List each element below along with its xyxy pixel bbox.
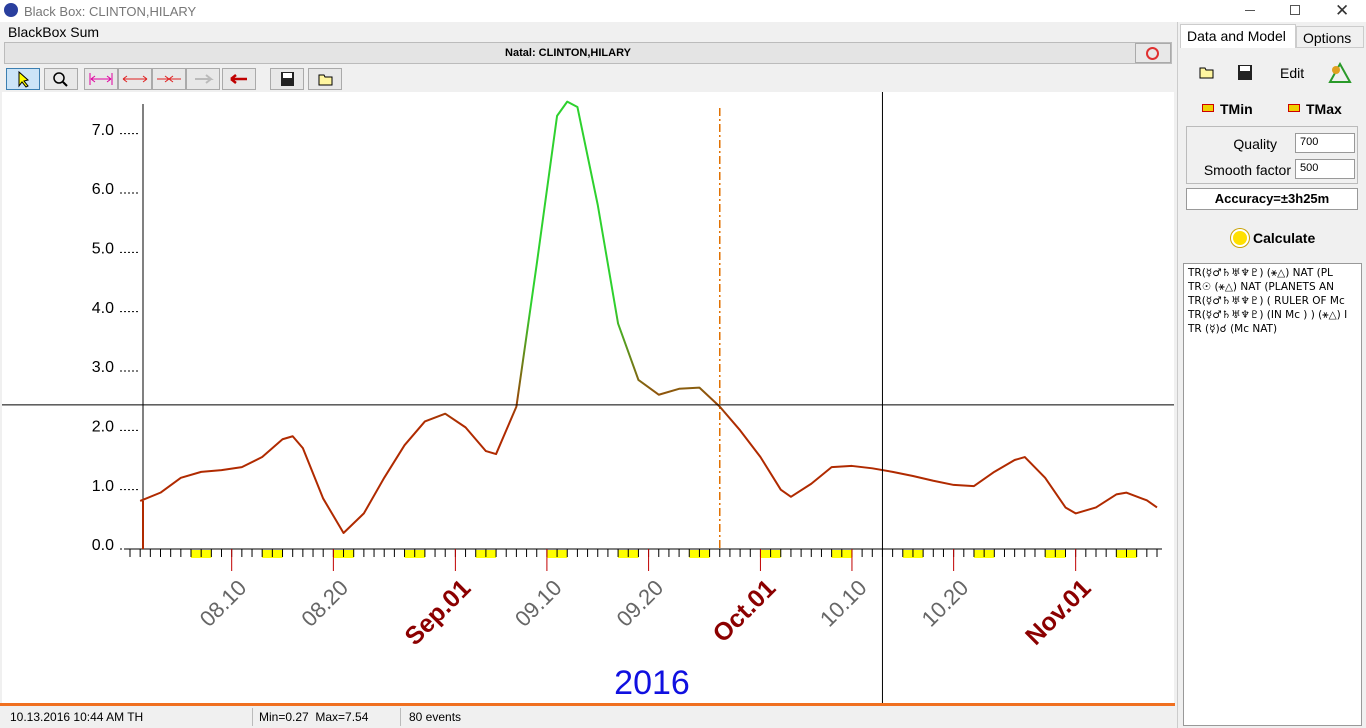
icon [18,70,30,88]
panel-title: BlackBox Sum [8,24,100,40]
quality-label: Quality [1233,136,1277,152]
close-button[interactable]: ✕ [1335,1,1350,20]
icon [122,75,148,83]
rule-list[interactable]: TR(☿♂♄♅♆♇) (⚹△) NAT (PL TR☉ (⚹△) NAT (PLA… [1183,263,1362,726]
separator [400,708,401,726]
x-tick-label: 08.10 [195,575,252,632]
toolbar [4,68,1172,92]
edit-button[interactable]: Edit [1280,65,1305,81]
x-tick-label: Sep.01 [400,574,477,651]
window-title: Black Box: CLINTON,HILARY [24,4,197,19]
icon [230,74,247,84]
open-button[interactable] [1198,64,1216,80]
back-tool[interactable] [222,68,256,90]
save-button[interactable] [1236,64,1254,82]
tmax-button[interactable]: TMax [1306,101,1342,117]
x-tick-label: Oct.01 [708,574,782,648]
data-line [139,100,1158,534]
y-tick-label: 2.0 [92,419,114,436]
calculate-icon [1233,231,1247,245]
tab[interactable]: Options [1296,26,1364,48]
sidebar: Data and Model Options Edit TMin TMax Qu… [1177,22,1366,728]
status-bar: 10.13.2016 10:44 AM TH Min=0.27 Max=7.54… [0,706,1177,728]
natal-bar: Natal: CLINTON,HILARY [4,42,1172,64]
rule-item[interactable]: TR(☿♂♄♅♆♇) ( RULER OF Mc [1188,295,1345,307]
app-icon [4,3,18,17]
x-tick-label: Nov.01 [1020,574,1097,651]
icon [318,74,333,86]
chart-area [2,92,1174,704]
calculate-button[interactable]: Calculate [1253,230,1316,246]
x-tick-label: 10.20 [917,575,974,632]
status-minmax: Min=0.27 Max=7.54 [259,710,369,724]
smooth-label: Smooth factor [1203,162,1291,178]
status-datetime: 10.13.2016 10:44 AM TH [10,710,144,724]
tmin-button[interactable]: TMin [1220,101,1253,117]
shrink-tool[interactable] [152,68,186,90]
icon [89,73,113,85]
x-tick-label: 08.20 [296,575,353,632]
zoom-tool[interactable] [44,68,78,90]
separator [252,708,253,726]
year-label: 2016 [614,664,690,702]
save-tool[interactable] [270,68,304,90]
x-tick-label: 10.10 [815,575,872,632]
y-tick-label: 6.0 [92,181,114,198]
accuracy-box: Accuracy=±3h25m [1186,188,1358,210]
forward-tool[interactable] [186,68,220,90]
y-tick-label: 4.0 [92,300,114,317]
y-tick-label: 7.0 [92,122,114,139]
y-tick-label: 3.0 [92,359,114,376]
settings-group: Quality 700 Smooth factor 500 [1186,126,1358,184]
open-tool[interactable] [308,68,342,90]
tab-active[interactable]: Data and Model [1180,24,1296,48]
quality-input[interactable]: 700 [1295,133,1355,153]
icon [281,72,294,86]
smooth-input[interactable]: 500 [1295,159,1355,179]
refresh-icon [1146,47,1159,60]
status-events: 80 events [409,710,462,724]
y-tick-label: 0.0 [92,537,114,554]
rule-item[interactable]: TR(☿♂♄♅♆♇) (⚹△) NAT (PL [1188,267,1333,279]
fit-tool[interactable] [84,68,118,90]
tmin-icon [1202,104,1214,112]
expand-tool[interactable] [118,68,152,90]
chart-layer: 0.0 1.0 2.0 3.0 4.0 5.0 6.0 7.0 08.10 08.20 Sep.01… [2,92,1174,703]
x-tick-label: 09.20 [612,575,669,632]
model-button[interactable] [1328,62,1352,84]
icon [157,75,181,83]
rule-item[interactable]: TR☉ (⚹△) NAT (PLANETS AN [1188,281,1334,293]
tmax-icon [1288,104,1300,112]
icon [53,72,68,87]
chart: 0.0 1.0 2.0 3.0 4.0 5.0 6.0 7.0 08.10 08.20 Sep.01… [2,92,1174,703]
rule-item[interactable]: TR (☿)☌ (Mc NAT) [1188,323,1278,335]
select-tool[interactable] [6,68,40,90]
x-tick-label: 09.10 [510,575,567,632]
rule-item[interactable]: TR(☿♂♄♅♆♇) (IN Mc ) ) (⚹△) I [1188,309,1348,321]
refresh-button[interactable] [1135,43,1171,63]
y-tick-label: 1.0 [92,478,114,495]
restore-button[interactable] [1290,5,1300,15]
natal-label: Natal: CLINTON,HILARY [505,47,631,59]
y-tick-label: 5.0 [92,241,114,258]
minimize-button[interactable] [1245,10,1255,11]
title-bar: Black Box: CLINTON,HILARY ✕ [0,0,1366,22]
icon [195,74,214,84]
status-divider [0,703,1175,706]
